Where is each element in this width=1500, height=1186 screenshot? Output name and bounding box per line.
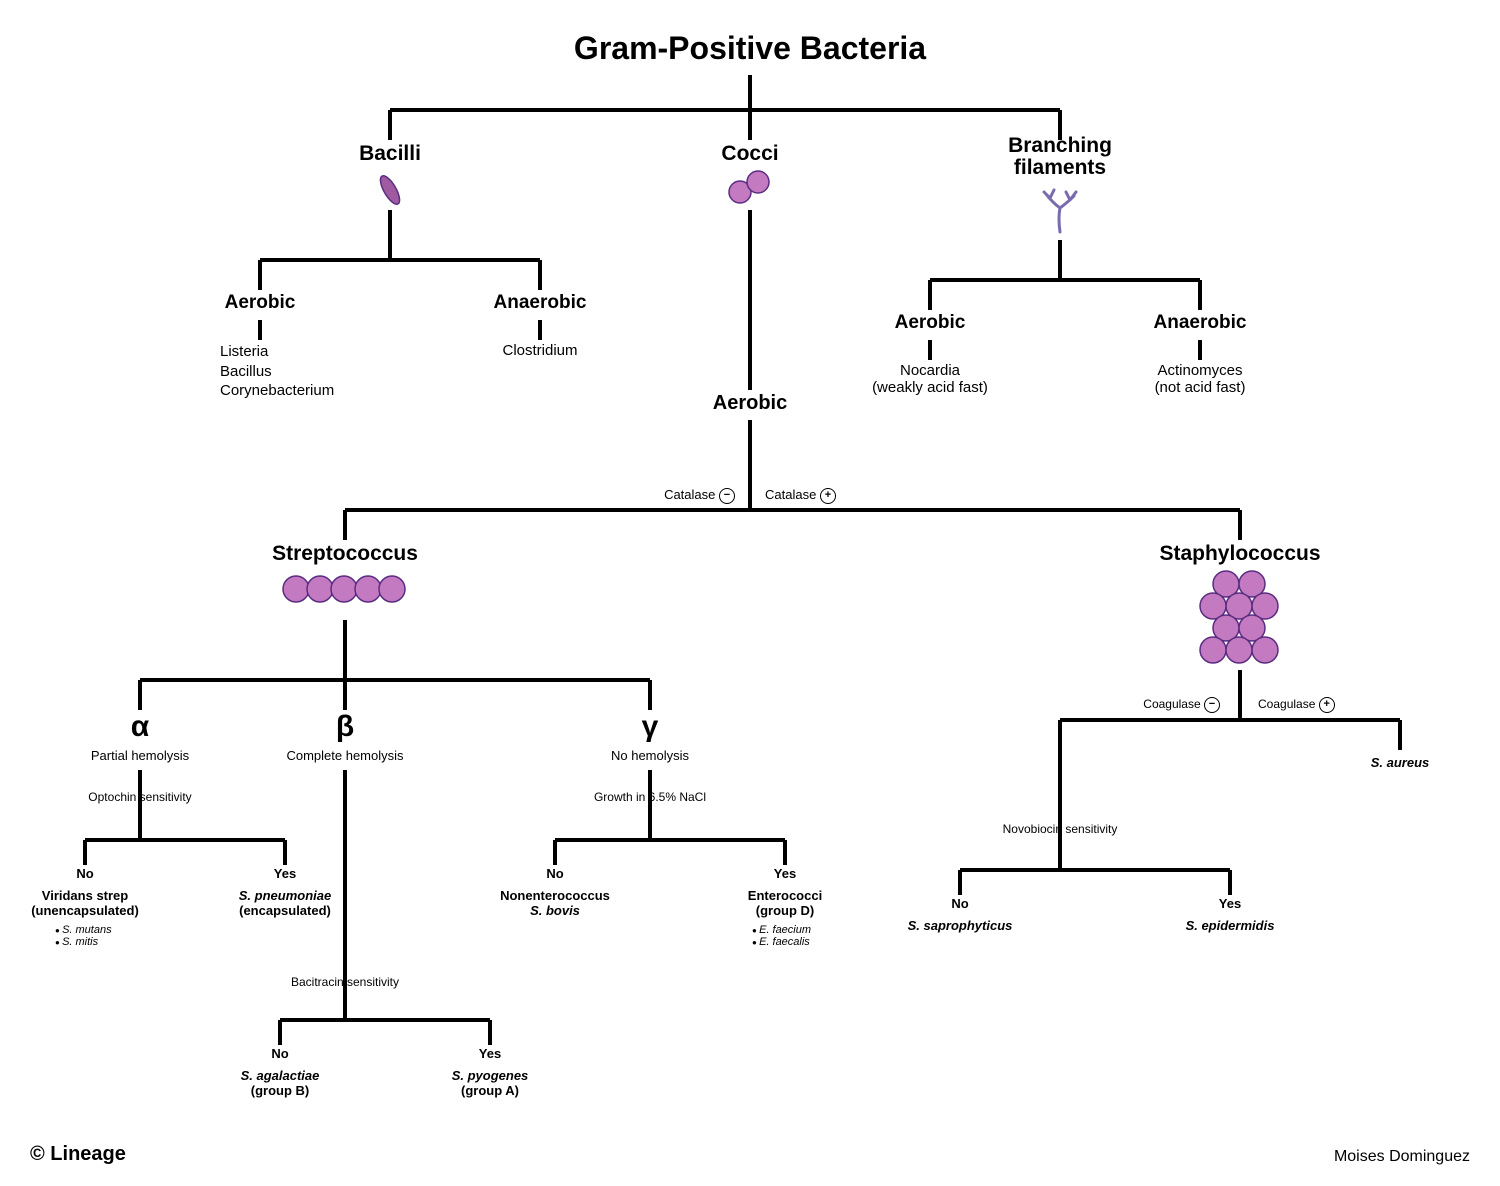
- node-gamma: γ: [630, 710, 670, 744]
- node-gamma-sub: No hemolysis: [590, 748, 710, 763]
- node-branching: Branchingfilaments: [980, 135, 1140, 179]
- node-bacilli: Bacilli: [340, 142, 440, 166]
- strep-icon: [280, 572, 410, 607]
- node-viridans: Viridans strep(unencapsulated): [20, 888, 150, 918]
- label-coag-neg: Coagulase −: [1070, 697, 1220, 713]
- node-actinomyces: Actinomyces(not acid fast): [1130, 362, 1270, 396]
- label-catalase-pos: Catalase +: [765, 487, 935, 504]
- node-bacilli-aerobic: Aerobic: [210, 292, 310, 314]
- label-coag-pos: Coagulase +: [1258, 697, 1408, 713]
- node-epidermidis: S. epidermidis: [1160, 918, 1300, 933]
- label-novo-no: No: [935, 896, 985, 911]
- label-opto-no: No: [60, 866, 110, 881]
- chart-title: Gram-Positive Bacteria: [0, 30, 1500, 67]
- label-nacl-no: No: [530, 866, 580, 881]
- label-optochin: Optochin sensitivity: [60, 790, 220, 804]
- node-cocci: Cocci: [700, 142, 800, 166]
- node-agalactiae: S. agalactiae(group B): [215, 1068, 345, 1098]
- cocci-icon: [726, 168, 776, 208]
- staph-icon: [1190, 568, 1290, 668]
- node-nonentero: NonenterococcusS. bovis: [480, 888, 630, 918]
- node-bacilli-anaerobic: Anaerobic: [480, 292, 600, 314]
- label-bacitracin: Bacitracin sensitivity: [265, 975, 425, 989]
- node-aureus: S. aureus: [1340, 755, 1460, 770]
- bacilli-icon: [370, 170, 410, 210]
- node-pyogenes: S. pyogenes(group A): [425, 1068, 555, 1098]
- enterococci-bullets: E. faecium E. faecalis: [752, 924, 811, 948]
- node-alpha-sub: Partial hemolysis: [70, 748, 210, 763]
- footer-author: Moises Dominguez: [1334, 1148, 1470, 1166]
- label-nacl: Growth in 6.5% NaCl: [570, 790, 730, 804]
- node-branching-anaerobic: Anaerobic: [1140, 312, 1260, 334]
- node-beta: β: [325, 710, 365, 744]
- node-saprophyticus: S. saprophyticus: [880, 918, 1040, 933]
- node-branching-aerobic: Aerobic: [880, 312, 980, 334]
- node-beta-sub: Complete hemolysis: [265, 748, 425, 763]
- node-staph: Staphylococcus: [1150, 542, 1330, 566]
- node-nocardia: Nocardia(weakly acid fast): [860, 362, 1000, 396]
- node-strep: Streptococcus: [260, 542, 430, 566]
- footer-copyright: © Lineage: [30, 1143, 126, 1166]
- label-opto-yes: Yes: [260, 866, 310, 881]
- label-bac-yes: Yes: [465, 1046, 515, 1061]
- node-alpha: α: [120, 710, 160, 744]
- label-catalase-neg: Catalase −: [565, 487, 735, 504]
- node-clostridium: Clostridium: [480, 342, 600, 359]
- label-nacl-yes: Yes: [760, 866, 810, 881]
- branching-icon: [1038, 188, 1082, 236]
- viridans-bullets: S. mutans S. mitis: [55, 924, 112, 948]
- node-bacilli-aerobic-list: ListeriaBacillusCorynebacterium: [220, 342, 420, 401]
- label-novobiocin: Novobiocin sensitivity: [980, 822, 1140, 836]
- label-novo-yes: Yes: [1205, 896, 1255, 911]
- node-pneumoniae: S. pneumoniae(encapsulated): [215, 888, 355, 918]
- node-cocci-aerobic: Aerobic: [700, 392, 800, 415]
- node-enterococci: Enterococci(group D): [725, 888, 845, 918]
- label-bac-no: No: [255, 1046, 305, 1061]
